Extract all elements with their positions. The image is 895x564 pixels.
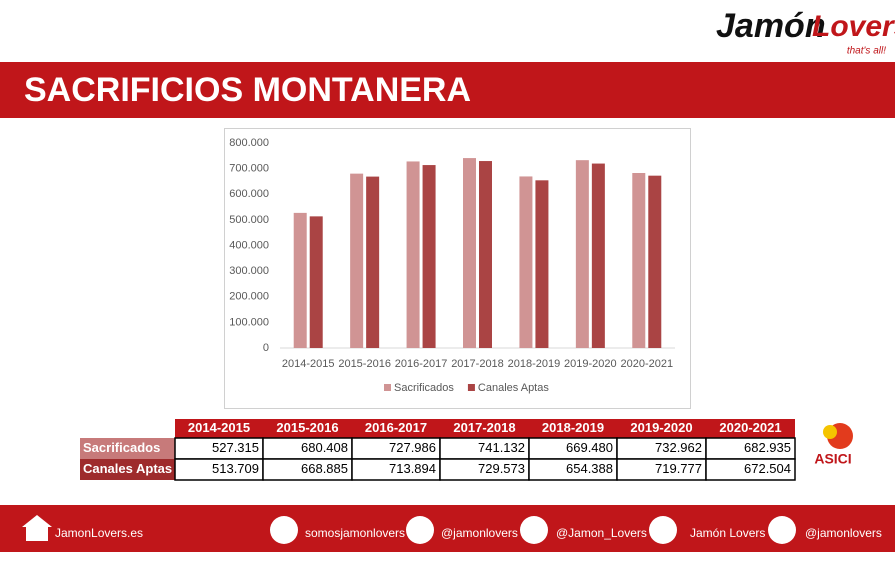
x-tick-label: 2015-2016 bbox=[338, 358, 391, 370]
x-tick-label: 2017-2018 bbox=[451, 358, 504, 370]
tiktok-icon bbox=[768, 516, 796, 544]
table-value: 729.573 bbox=[478, 461, 525, 476]
legend-label: Canales Aptas bbox=[478, 382, 549, 394]
bar bbox=[350, 173, 364, 348]
table-row-header-cell bbox=[80, 438, 175, 459]
table-cell bbox=[705, 458, 796, 481]
table-value: 669.480 bbox=[566, 440, 613, 455]
bar bbox=[648, 175, 662, 348]
table-header: 2015-2016 bbox=[276, 420, 338, 435]
bar bbox=[463, 158, 476, 348]
y-tick-label: 500.000 bbox=[229, 214, 269, 226]
table-row-header: Sacrificados bbox=[83, 440, 160, 455]
table-value: 732.962 bbox=[655, 440, 702, 455]
footer-link: Jamón Lovers bbox=[690, 526, 765, 540]
table-value: 513.709 bbox=[212, 461, 259, 476]
footer-icons bbox=[22, 515, 796, 544]
footer-link: somosjamonlovers bbox=[305, 526, 405, 540]
footer-link: JamonLovers.es bbox=[55, 526, 143, 540]
y-tick-label: 800.000 bbox=[229, 137, 269, 149]
legend-swatch bbox=[384, 384, 391, 391]
bar bbox=[519, 176, 533, 348]
table-header-cell bbox=[175, 419, 263, 438]
bar bbox=[422, 165, 436, 348]
table-value: 680.408 bbox=[301, 440, 348, 455]
youtube-icon bbox=[649, 516, 677, 544]
bar bbox=[632, 172, 646, 348]
table-row-header: Canales Aptas bbox=[83, 461, 172, 476]
title-band bbox=[0, 62, 895, 118]
table-header-cell bbox=[263, 419, 352, 438]
logo: Jamón bbox=[716, 7, 826, 45]
table-header-cell bbox=[529, 419, 617, 438]
bar bbox=[535, 180, 549, 348]
bar bbox=[309, 216, 323, 348]
bar bbox=[406, 161, 420, 348]
table-value: 668.885 bbox=[301, 461, 348, 476]
tagline: that's all! bbox=[847, 46, 886, 57]
x-tick-label: 2014-2015 bbox=[282, 358, 335, 370]
table-row-header-cell bbox=[80, 459, 175, 480]
table-header: 2020-2021 bbox=[719, 420, 781, 435]
facebook-icon bbox=[270, 516, 298, 544]
y-tick-label: 200.000 bbox=[229, 291, 269, 303]
logo-accent: Lovers bbox=[812, 10, 895, 43]
sponsor-logo: ASICI bbox=[814, 423, 853, 467]
table-value: 741.132 bbox=[478, 440, 525, 455]
sponsor-icon bbox=[823, 425, 837, 439]
footer-link: @jamonlovers bbox=[805, 526, 882, 540]
footer-link: @Jamon_Lovers bbox=[556, 526, 647, 540]
y-tick-label: 0 bbox=[263, 342, 269, 354]
table-header: 2016-2017 bbox=[365, 420, 427, 435]
footer-band bbox=[0, 505, 895, 552]
y-tick-label: 600.000 bbox=[229, 188, 269, 200]
table-value: 719.777 bbox=[655, 461, 702, 476]
title: SACRIFICIOS MONTANERA bbox=[24, 71, 471, 109]
bar bbox=[591, 163, 605, 348]
table-value: 682.935 bbox=[744, 440, 791, 455]
table-header-cell bbox=[352, 419, 440, 438]
x-tick-label: 2019-2020 bbox=[564, 358, 617, 370]
y-tick-label: 300.000 bbox=[229, 265, 269, 277]
sponsor-name: ASICI bbox=[814, 451, 851, 467]
bar bbox=[479, 161, 492, 348]
legend-swatch bbox=[467, 384, 475, 391]
x-tick-label: 2018-2019 bbox=[508, 358, 561, 370]
x-tick-label: 2016-2017 bbox=[395, 358, 448, 370]
instagram-icon bbox=[406, 516, 434, 544]
table-header: 2018-2019 bbox=[542, 420, 604, 435]
y-tick-label: 700.000 bbox=[229, 163, 269, 175]
table-value: 727.986 bbox=[389, 440, 436, 455]
y-tick-label: 100.000 bbox=[229, 316, 269, 328]
table-value: 672.504 bbox=[744, 461, 791, 476]
table-value: 654.388 bbox=[566, 461, 613, 476]
x-tick-label: 2020-2021 bbox=[620, 358, 673, 370]
footer-link: @jamonlovers bbox=[441, 526, 518, 540]
table-header-cell bbox=[617, 419, 706, 438]
table-value: 713.894 bbox=[389, 461, 436, 476]
bar bbox=[366, 176, 380, 348]
home-icon bbox=[22, 515, 52, 541]
table-header-cell bbox=[706, 419, 795, 438]
twitter-icon bbox=[520, 516, 548, 544]
table-value: 527.315 bbox=[212, 440, 259, 455]
bar bbox=[575, 160, 589, 348]
table-header: 2019-2020 bbox=[630, 420, 692, 435]
table-header: 2014-2015 bbox=[188, 420, 250, 435]
legend-label: Sacrificados bbox=[394, 382, 454, 394]
table-header-cell bbox=[440, 419, 529, 438]
table-header: 2017-2018 bbox=[453, 420, 515, 435]
bar bbox=[293, 212, 307, 348]
y-tick-label: 400.000 bbox=[229, 239, 269, 251]
